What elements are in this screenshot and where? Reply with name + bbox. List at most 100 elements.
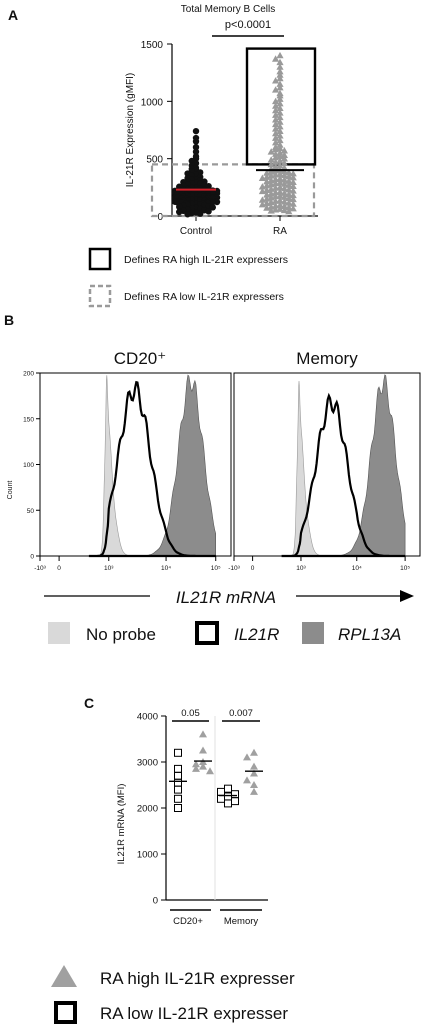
ra-point bbox=[276, 74, 284, 82]
control-point bbox=[192, 144, 200, 151]
high-expresser-point bbox=[250, 781, 258, 788]
x-tick-label: 10⁴ bbox=[161, 565, 171, 572]
ra-point bbox=[276, 144, 284, 152]
ra-point bbox=[258, 187, 266, 195]
chart-a-xcat-control: Control bbox=[180, 226, 212, 237]
ra-point bbox=[272, 111, 280, 118]
ra-point bbox=[276, 170, 284, 177]
ra-point bbox=[276, 179, 284, 186]
ra-point bbox=[280, 151, 288, 159]
ra-point bbox=[276, 152, 284, 160]
ra-point bbox=[280, 176, 288, 183]
ra-point bbox=[276, 109, 284, 116]
y-tick-label: 1000 bbox=[141, 97, 164, 108]
ra-point bbox=[285, 190, 293, 198]
ra-point bbox=[285, 186, 293, 193]
low-expresser-point bbox=[174, 771, 182, 780]
ra-point bbox=[285, 194, 293, 202]
ra-point bbox=[276, 80, 284, 87]
ra-point bbox=[276, 183, 284, 191]
p-value-label: 0.007 bbox=[229, 708, 253, 719]
legend-b-il21r-label: IL21R bbox=[234, 625, 279, 644]
legend-a-low-label: Defines RA low IL-21R expressers bbox=[124, 291, 284, 303]
high-expresser-point bbox=[199, 746, 207, 754]
high-expresser-point bbox=[199, 730, 207, 738]
ra-point bbox=[285, 172, 293, 180]
legend-b-rpl13a-label: RPL13A bbox=[338, 625, 401, 644]
ra-point bbox=[280, 206, 288, 214]
ra-point bbox=[272, 188, 280, 196]
chart-b-xlabel: IL21R mRNA bbox=[176, 588, 276, 607]
ra-point bbox=[272, 171, 280, 178]
ra-point bbox=[289, 191, 297, 199]
ra-point bbox=[263, 173, 271, 180]
ra-point bbox=[276, 205, 284, 212]
low-expresser-point bbox=[174, 778, 182, 787]
legend-c-low-label: RA low IL-21R expresser bbox=[100, 1004, 288, 1023]
ra-point bbox=[276, 92, 284, 99]
y-tick-label: 0 bbox=[153, 896, 158, 907]
panel-label-a: A bbox=[8, 7, 18, 23]
ra-point bbox=[263, 178, 271, 185]
panel-label-b: B bbox=[4, 312, 14, 328]
control-point bbox=[209, 204, 216, 211]
ra-point bbox=[276, 51, 284, 59]
ra-point bbox=[280, 202, 288, 210]
ra-point bbox=[272, 125, 280, 132]
ra-point bbox=[263, 186, 271, 193]
ra-point bbox=[276, 83, 284, 91]
ra-point bbox=[289, 169, 297, 177]
chart-b1-title: CD20⁺ bbox=[114, 349, 166, 368]
ra-point bbox=[272, 106, 280, 114]
ra-point bbox=[285, 207, 293, 215]
ra-point bbox=[276, 201, 284, 208]
ra-point bbox=[280, 189, 288, 196]
control-point bbox=[197, 210, 204, 217]
ra-point bbox=[289, 173, 297, 181]
ra-point bbox=[267, 160, 275, 168]
ra-point bbox=[272, 206, 280, 213]
ra-point bbox=[272, 129, 280, 137]
chart-c-points bbox=[169, 730, 263, 812]
x-tick-label: 0 bbox=[57, 565, 61, 572]
legend-c-high-label: RA high IL-21R expresser bbox=[100, 969, 295, 988]
ra-point bbox=[258, 174, 266, 181]
chart-b-ylabel: Count bbox=[7, 481, 14, 500]
ra-point bbox=[276, 63, 284, 70]
ra-point bbox=[276, 118, 284, 125]
high-expresser-point bbox=[250, 762, 258, 770]
y-tick-label: 3000 bbox=[137, 758, 158, 769]
ra-point bbox=[267, 185, 275, 192]
chart-a-significance: p<0.0001 bbox=[225, 19, 271, 31]
ra-point bbox=[272, 116, 280, 123]
ra-point bbox=[276, 127, 284, 134]
ra-point bbox=[272, 179, 280, 187]
ra-point bbox=[276, 95, 284, 102]
ra-point bbox=[276, 104, 284, 112]
x-tick-label: 10⁵ bbox=[211, 565, 221, 572]
low-expresser-point bbox=[174, 804, 182, 812]
p-value-label: 0.05 bbox=[181, 708, 200, 719]
arrow-head-icon bbox=[400, 590, 414, 602]
x-tick-label: 0 bbox=[251, 565, 255, 572]
ra-point bbox=[289, 182, 297, 189]
panel-label-c: C bbox=[84, 695, 94, 711]
legend-c-low-swatch bbox=[54, 1001, 77, 1024]
y-tick-label: 50 bbox=[27, 508, 35, 515]
ra-point bbox=[276, 100, 284, 107]
ra-point bbox=[263, 195, 271, 202]
ra-point bbox=[280, 147, 288, 154]
ra-point bbox=[263, 191, 271, 198]
legend-a-high-swatch bbox=[88, 247, 112, 271]
legend-b-noprobe-swatch bbox=[48, 622, 70, 644]
ra-point bbox=[276, 122, 284, 130]
low-expresser-point bbox=[224, 792, 232, 801]
low-expresser-point bbox=[231, 790, 239, 799]
ra-point bbox=[272, 192, 280, 200]
ra-point bbox=[272, 134, 280, 141]
ra-point bbox=[272, 120, 280, 128]
y-tick-label: 2000 bbox=[137, 804, 158, 815]
ra-point bbox=[258, 196, 266, 203]
